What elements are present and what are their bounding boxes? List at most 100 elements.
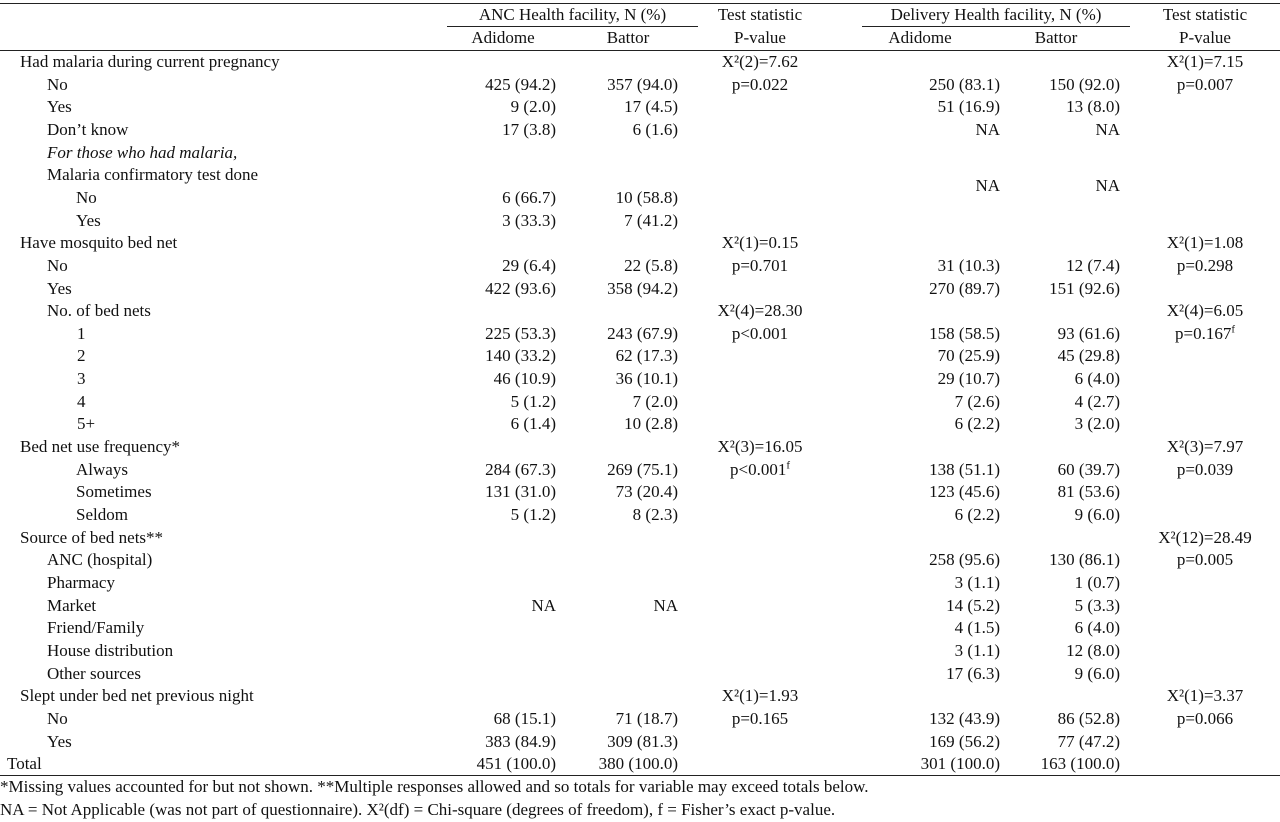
cell: 12 (7.4) [1066,255,1120,275]
cell-text: p<0.001 [729,459,787,479]
column-header: Adidome [888,28,952,47]
cell: 17 (3.8) [502,119,556,139]
cell: NA [1095,119,1120,139]
cell: p=0.007 [1176,74,1234,94]
row-label: Don’t know [47,119,129,139]
cell-text: p=0.167 [1174,323,1232,343]
cell: p<0.001f [660,459,860,481]
row-label: No. of bed nets [47,301,151,321]
cell: X²(1)=7.15 [1166,52,1244,71]
cell: X²(1)=1.08 [1166,233,1244,253]
row-label: Have mosquito bed net [20,233,178,253]
cell: p=0.022 [731,74,789,94]
cell: 46 (10.9) [493,369,556,389]
cell: 163 (100.0) [1040,754,1120,774]
row-label: Market [47,595,97,615]
cell: 1 (0.7) [1074,572,1120,592]
cell: X²(1)=0.15 [721,233,799,253]
row-label: Slept under bed net previous night [20,686,254,706]
row-label: Yes [76,210,101,230]
top-rule [0,3,1280,4]
cell: 62 (17.3) [615,346,678,366]
cell: 158 (58.5) [929,323,1000,343]
footnote: NA = Not Applicable (was not part of que… [0,800,836,819]
cell: 451 (100.0) [476,754,556,774]
footnote: *Missing values accounted for but not sh… [0,777,869,796]
row-label: 1 [77,323,86,343]
cell: 123 (45.6) [929,482,1000,502]
cell: 130 (86.1) [1049,550,1120,570]
cell: 71 (18.7) [615,708,678,728]
superscript: f [1231,323,1235,336]
header-rule [0,50,1280,51]
cell: 3 (1.1) [954,572,1000,592]
row-label: Yes [47,278,72,298]
cell: 29 (10.7) [937,369,1000,389]
cell: 60 (39.7) [1057,459,1120,479]
cell: NA [975,119,1000,139]
cell: 45 (29.8) [1057,346,1120,366]
cell: 7 (2.0) [632,391,678,411]
row-label: Always [76,459,128,479]
cell: 357 (94.0) [607,74,678,94]
cell: X²(12)=28.49 [1158,527,1252,547]
cell: 7 (2.6) [954,391,1000,411]
cell: p=0.066 [1176,708,1234,728]
row-label: Malaria confirmatory test done [47,165,259,185]
row-label: No [47,255,68,275]
cell: 243 (67.9) [607,323,678,343]
cell: 150 (92.0) [1049,74,1120,94]
row-label: House distribution [47,640,174,660]
cell: 138 (51.1) [929,459,1000,479]
cell: 3 (1.1) [954,640,1000,660]
cell: NA [531,595,556,615]
cell: 358 (94.2) [607,278,678,298]
column-header: Test statistic [717,5,803,24]
cell: 380 (100.0) [598,754,678,774]
cell: 17 (6.3) [946,663,1000,683]
cell: 131 (31.0) [485,482,556,502]
cell: 169 (56.2) [929,731,1000,751]
column-header: Battor [1034,28,1078,47]
cell: 9 (6.0) [1074,505,1120,524]
cell: 301 (100.0) [920,754,1000,774]
cell: p=0.701 [731,255,789,275]
cell: 225 (53.3) [485,323,556,343]
row-label: Total [7,754,42,774]
column-header: Test statistic [1162,5,1248,24]
cell: X²(2)=7.62 [721,52,799,71]
cell: 70 (25.9) [937,346,1000,366]
column-header: Battor [606,28,650,47]
row-label: 4 [77,391,86,411]
cell: 6 (2.2) [954,505,1000,524]
cell: 250 (83.1) [929,74,1000,94]
row-label: Friend/Family [47,618,145,638]
cell: 10 (2.8) [624,414,678,434]
cell: 9 (2.0) [510,97,556,117]
cell: p=0.298 [1176,255,1234,275]
cell: 6 (2.2) [954,414,1000,434]
cell: 284 (67.3) [485,459,556,479]
cell: X²(1)=1.93 [721,686,799,706]
cell: 5 (1.2) [510,391,556,411]
cell: 86 (52.8) [1057,708,1120,728]
row-label: 5+ [77,414,96,434]
row-label: Other sources [47,663,141,683]
cell: X²(4)=28.30 [717,301,803,321]
cell: 422 (93.6) [485,278,556,298]
superscript: f [786,459,790,472]
cell: 4 (1.5) [954,618,1000,638]
cell: 6 (1.6) [632,119,678,139]
cell: 68 (15.1) [493,708,556,728]
cell: 6 (66.7) [502,187,556,207]
cell: 258 (95.6) [929,550,1000,570]
cell: 5 (1.2) [510,505,556,524]
cell: X²(4)=6.05 [1166,301,1244,321]
cell: 309 (81.3) [607,731,678,751]
cell: 151 (92.6) [1049,278,1120,298]
group-header: Delivery Health facility, N (%) [890,5,1102,24]
column-header: P-value [1179,28,1231,47]
cell: 140 (33.2) [485,346,556,366]
row-label: Had malaria during current pregnancy [20,52,280,71]
bottom-rule [0,775,1280,776]
